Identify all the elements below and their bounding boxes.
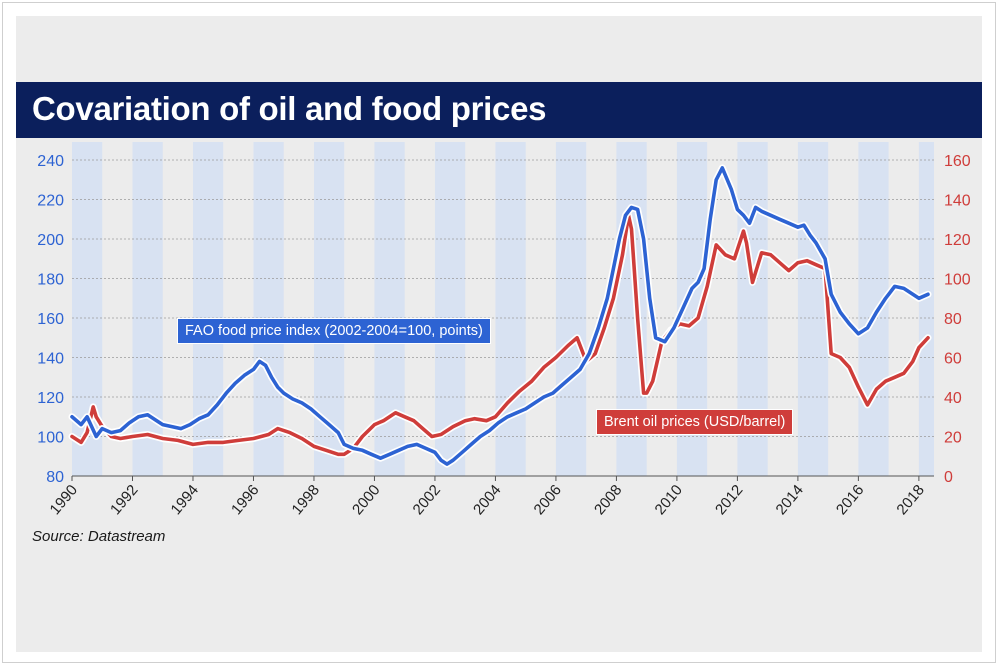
year-band-2018 <box>918 142 934 476</box>
left-tick-140: 140 <box>37 351 64 368</box>
legend-fao-food-price-index: FAO food price index (2002-2004=100, poi… <box>177 318 491 344</box>
left-tick-220: 220 <box>37 193 64 210</box>
chart-title: Covariation of oil and food prices <box>32 90 547 127</box>
right-tick-0: 0 <box>944 469 953 486</box>
x-tick-2014: 2014 <box>772 482 806 518</box>
fao-food-price-line <box>70 166 930 466</box>
source-note: Source: Datastream <box>32 528 166 545</box>
year-bands <box>72 142 934 476</box>
right-tick-40: 40 <box>944 390 962 407</box>
x-tick-2010: 2010 <box>652 482 686 518</box>
right-tick-80: 80 <box>944 311 962 328</box>
left-axis-ticks: 80 100 120 140 160 180 200 220 240 <box>37 153 64 486</box>
x-axis-ticks: 1990 1992 1994 1996 1998 2000 2002 2004 2006 2008… <box>47 476 928 518</box>
right-tick-20: 20 <box>944 430 962 447</box>
right-tick-140: 140 <box>944 193 971 210</box>
left-tick-200: 200 <box>37 232 64 249</box>
left-tick-180: 180 <box>37 272 64 289</box>
x-tick-1990: 1990 <box>47 482 81 518</box>
year-band-1996 <box>253 142 284 476</box>
x-tick-2004: 2004 <box>470 482 504 518</box>
x-tick-2016: 2016 <box>833 482 867 518</box>
x-tick-1998: 1998 <box>289 482 323 518</box>
right-tick-60: 60 <box>944 351 962 368</box>
x-tick-2002: 2002 <box>410 482 444 518</box>
brent-oil-price-line <box>70 213 930 457</box>
right-tick-160: 160 <box>944 153 971 170</box>
right-axis-ticks: 0 20 40 60 80 100 120 140 160 <box>944 153 971 486</box>
year-band-1994 <box>192 142 224 476</box>
x-tick-2012: 2012 <box>712 482 746 518</box>
x-tick-2006: 2006 <box>531 482 565 518</box>
right-tick-100: 100 <box>944 272 971 289</box>
x-tick-2008: 2008 <box>591 482 625 518</box>
left-tick-240: 240 <box>37 153 64 170</box>
left-tick-160: 160 <box>37 311 64 328</box>
x-tick-1996: 1996 <box>228 482 262 518</box>
year-band-1992 <box>132 142 163 476</box>
legend-brent-oil-prices: Brent oil prices (USD/barrel) <box>596 409 794 435</box>
right-tick-120: 120 <box>944 232 971 249</box>
year-band-2016 <box>858 142 889 476</box>
x-tick-2018: 2018 <box>893 482 927 518</box>
left-tick-120: 120 <box>37 390 64 407</box>
grid-lines <box>72 159 934 477</box>
x-tick-1994: 1994 <box>168 482 202 518</box>
series-lines <box>68 164 932 468</box>
x-tick-2000: 2000 <box>349 482 383 518</box>
title-bar <box>16 82 982 138</box>
year-band-2014 <box>797 142 829 476</box>
left-tick-100: 100 <box>37 430 64 447</box>
x-tick-1992: 1992 <box>107 482 141 518</box>
year-band-2006 <box>555 142 587 476</box>
left-tick-80: 80 <box>46 469 64 486</box>
